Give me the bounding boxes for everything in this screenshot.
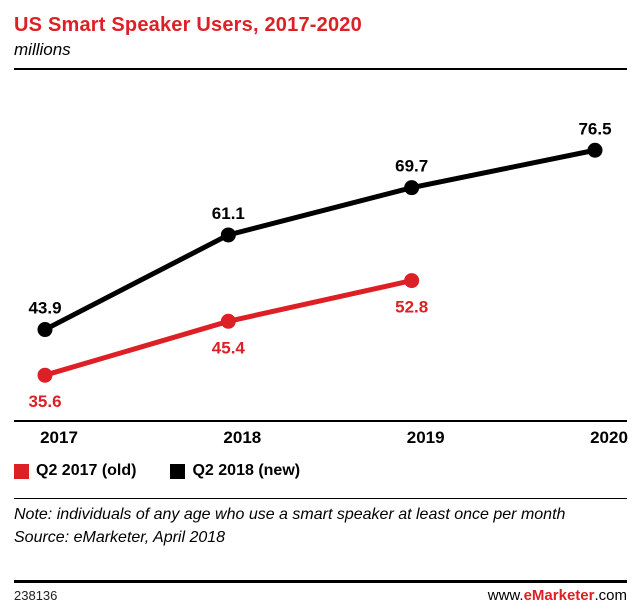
data-point	[404, 180, 420, 196]
note-text: Note: individuals of any age who use a s…	[14, 506, 566, 523]
data-point	[220, 227, 236, 243]
legend-item-q2-2017-old: Q2 2017 (old)	[14, 462, 136, 480]
website-url: www.eMarketer.com	[488, 587, 627, 604]
data-label: 43.9	[28, 299, 61, 318]
x-axis-label: 2018	[223, 428, 262, 447]
footer: 238136 www.eMarketer.com	[14, 580, 627, 610]
chart-subtitle: millions	[14, 40, 71, 59]
x-axis-label: 2017	[40, 428, 78, 447]
chart-title: US Smart Speaker Users, 2017-2020	[14, 14, 362, 36]
data-label: 45.4	[212, 338, 246, 357]
series-line	[43, 147, 596, 332]
line-chart: 35.6 45.4 52.8 43.9 61.1 69.7 76.5	[28, 119, 611, 411]
legend-item-q2-2018-new: Q2 2018 (new)	[170, 462, 300, 480]
data-point	[37, 367, 53, 383]
header-divider	[14, 68, 627, 70]
chart-id: 238136	[14, 588, 58, 603]
chart-header: US Smart Speaker Users, 2017-2020 millio…	[0, 0, 641, 60]
legend: Q2 2017 (old) Q2 2018 (new)	[14, 462, 627, 480]
data-point	[587, 142, 603, 158]
data-label: 76.5	[578, 119, 611, 138]
notes-section: Note: individuals of any age who use a s…	[14, 498, 627, 549]
legend-label: Q2 2017 (old)	[36, 462, 137, 479]
data-label: 69.7	[395, 157, 428, 176]
legend-swatch-red	[14, 463, 29, 479]
source-text: Source: eMarketer, April 2018	[14, 528, 226, 546]
url-prefix: www.	[487, 587, 524, 604]
url-brand: eMarketer	[523, 587, 595, 604]
x-axis: 2017 2018 2019 2020	[14, 420, 628, 448]
data-label: 35.6	[28, 392, 61, 411]
x-axis-label: 2019	[406, 428, 445, 447]
legend-swatch-black	[170, 463, 186, 479]
data-label: 61.1	[212, 204, 245, 223]
data-point	[220, 313, 236, 329]
legend-label: Q2 2018 (new)	[192, 462, 301, 479]
data-label: 52.8	[395, 298, 428, 317]
data-point	[37, 322, 53, 338]
x-axis-label: 2020	[590, 428, 628, 447]
url-suffix: .com	[594, 587, 627, 604]
data-point	[404, 273, 420, 289]
